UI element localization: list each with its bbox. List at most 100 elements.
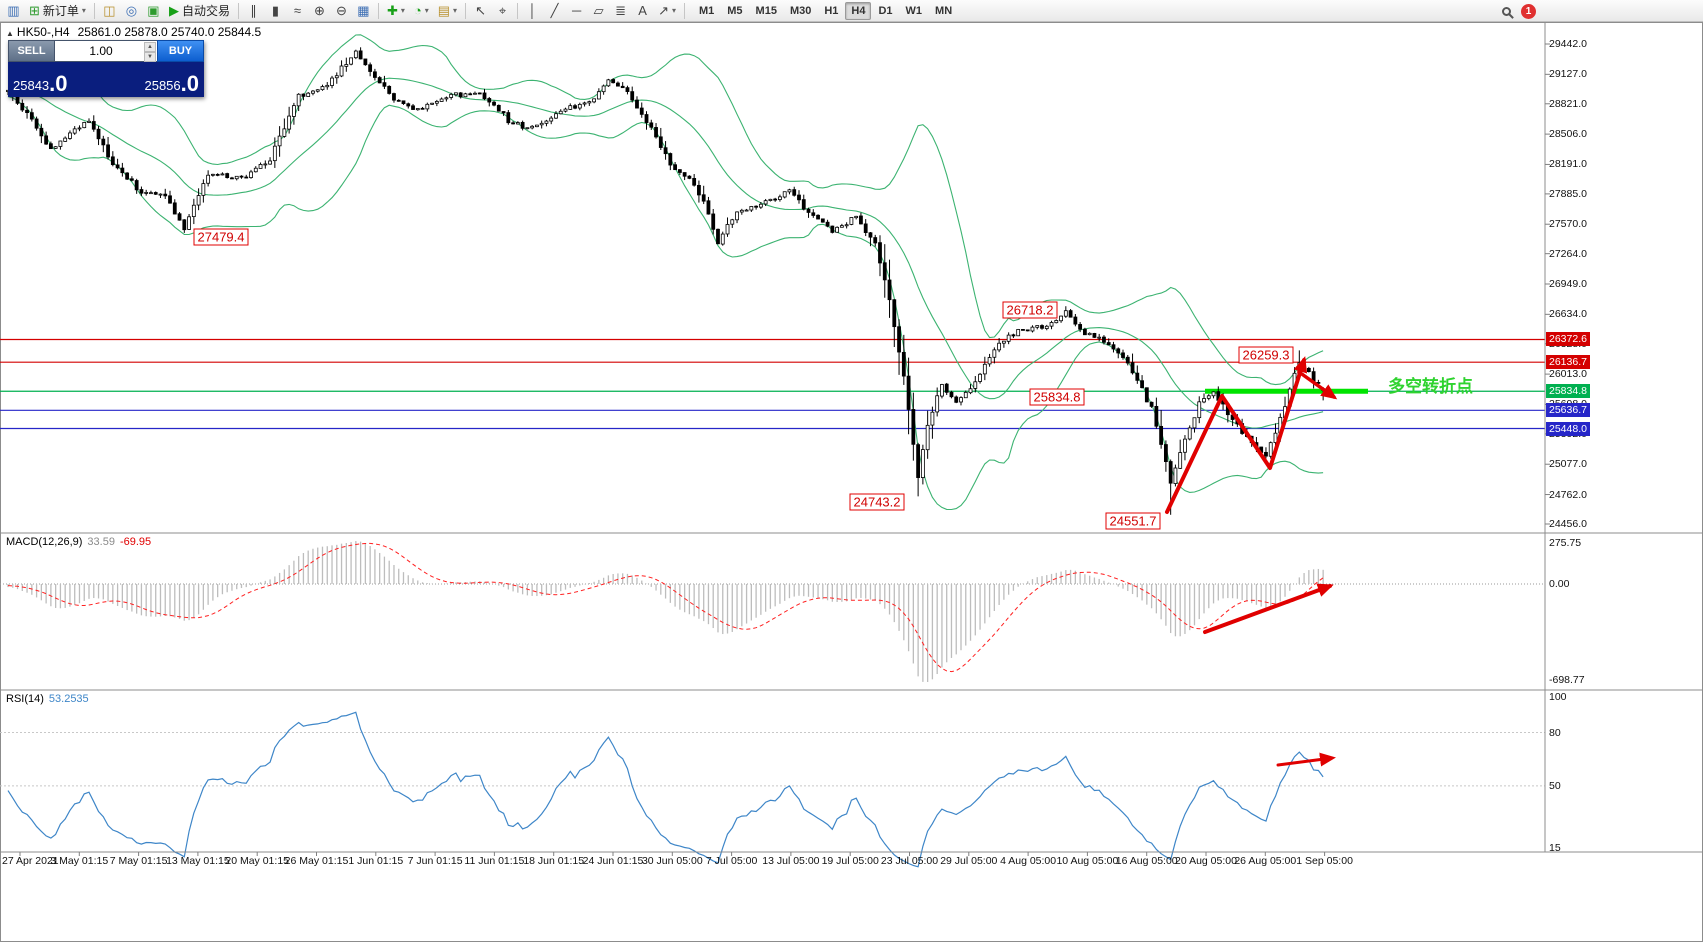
zoom-out-icon[interactable]: ⊖ — [331, 1, 352, 20]
trendline-icon: ╱ — [550, 3, 559, 18]
zoom-in-icon: ⊕ — [314, 3, 325, 18]
bollinger-middle-band — [7, 77, 1324, 429]
toolbar: ▥ ⊞ 新订单 ▾ ◫ ◎ ▣ ▶ 自动交易 ∥ ▮ ≈ ⊕ ⊖ ▦ ✚ ▾ ◔ ▾ ▤ ▾ ↖ ⌖ │ ╱ ─ ▱ ≣ A ↗ ▾ M1 M… — [0, 0, 1703, 22]
indicators-icon: ✚ — [386, 3, 398, 18]
layouts-icon[interactable]: ◫ — [99, 1, 120, 20]
vertical-line-icon: │ — [528, 3, 537, 18]
tile-windows-icon[interactable]: ▦ — [353, 1, 374, 20]
sell-price-frac: .0 — [49, 71, 68, 96]
sell-price-area[interactable]: 25843 .0 — [13, 73, 68, 95]
zoom-in-icon[interactable]: ⊕ — [309, 1, 330, 20]
vertical-line-icon[interactable]: │ — [522, 1, 543, 20]
text-label-icon[interactable]: A — [632, 1, 653, 20]
timeframe-w1-button[interactable]: W1 — [905, 4, 923, 17]
macd-trend-arrow — [1203, 583, 1334, 634]
buy-price: 25856 — [144, 77, 181, 93]
trendline-icon[interactable]: ╱ — [544, 1, 565, 20]
cursor-icon: ↖ — [475, 3, 487, 18]
sell-price: 25843 — [13, 77, 50, 93]
new-order-icon: ⊞ — [29, 3, 40, 18]
timeframe-d1-button[interactable]: D1 — [878, 4, 893, 17]
price-zigzag-arrow — [1165, 356, 1308, 514]
candle-chart-icon: ▮ — [271, 3, 280, 18]
pullback-arrow — [1297, 370, 1338, 400]
timeframe-h1-button[interactable]: H1 — [824, 4, 839, 17]
bar-chart-icon[interactable]: ∥ — [243, 1, 264, 20]
macd-signal-line — [7, 542, 1324, 673]
crosshair-icon[interactable]: ⌖ — [492, 1, 513, 20]
notification-badge[interactable]: 1 — [1521, 3, 1536, 19]
chart-window-icon: ▥ — [7, 3, 20, 18]
timeframe-m15-button[interactable]: M15 — [755, 4, 777, 17]
toolbar-separator — [237, 2, 239, 19]
market-watch-icon[interactable]: ◎ — [121, 1, 142, 20]
autotrade-button[interactable]: ▶ 自动交易 — [165, 1, 234, 20]
macd-histogram — [7, 541, 1324, 682]
cursor-icon[interactable]: ↖ — [470, 1, 491, 20]
timeframe-h4-button[interactable]: H4 — [845, 1, 872, 20]
new-order-button-label: 新订单 — [42, 4, 79, 18]
timeframe-m30-button[interactable]: M30 — [789, 4, 812, 17]
data-window-icon[interactable]: ▣ — [143, 1, 164, 20]
zoom-out-icon: ⊖ — [336, 3, 347, 18]
data-window-icon: ▣ — [147, 3, 160, 18]
templates-icon[interactable]: ▤ ▾ — [434, 1, 461, 20]
autotrade-button-label: 自动交易 — [181, 4, 230, 18]
channel-icon: ▱ — [593, 3, 604, 18]
fibonacci-icon: ≣ — [615, 3, 627, 18]
rsi-line — [7, 711, 1324, 868]
dropdown-caret-icon: ▾ — [424, 6, 429, 15]
timeframe-m5-button[interactable]: M5 — [727, 4, 743, 17]
dropdown-caret-icon: ▾ — [671, 6, 676, 15]
buy-price-frac: .0 — [180, 71, 199, 96]
crosshair-icon: ⌖ — [498, 3, 507, 18]
fibonacci-icon[interactable]: ≣ — [610, 1, 631, 20]
dropdown-caret-icon: ▾ — [453, 6, 458, 15]
bollinger-upper-band — [7, 34, 1324, 386]
templates-icon: ▤ — [437, 3, 451, 18]
line-chart-icon: ≈ — [293, 3, 302, 18]
arrows-icon: ↗ — [658, 3, 669, 18]
spin-up-icon[interactable]: ▲ — [144, 42, 156, 52]
autotrade-icon: ▶ — [168, 3, 179, 18]
timeframe-m1-button[interactable]: M1 — [698, 4, 715, 17]
one-click-trading-panel: SELL ▲ ▼ BUY 25843 .0 25856 .0 — [8, 40, 204, 97]
arrows-icon[interactable]: ↗ ▾ — [654, 1, 680, 20]
search-icon[interactable] — [1502, 6, 1511, 16]
rsi-trend-arrow — [1276, 752, 1336, 767]
channel-icon[interactable]: ▱ — [588, 1, 609, 20]
text-label-icon: A — [638, 3, 647, 18]
timeframe-bar: M1 M5 M15 M30 H1 H4 D1 W1 MN — [693, 1, 958, 20]
tile-windows-icon: ▦ — [357, 3, 370, 18]
toolbar-separator — [517, 2, 519, 19]
volume-input[interactable] — [55, 41, 157, 61]
trade-prices: 25843 .0 25856 .0 — [8, 62, 204, 97]
buy-price-area[interactable]: 25856 .0 — [144, 73, 199, 95]
toolbar-buttons: ▥ ⊞ 新订单 ▾ ◫ ◎ ▣ ▶ 自动交易 ∥ ▮ ≈ ⊕ ⊖ ▦ ✚ ▾ ◔ ▾ ▤ ▾ ↖ ⌖ │ ╱ ─ ▱ ≣ A ↗ ▾ — [3, 1, 688, 20]
candle-chart-icon[interactable]: ▮ — [265, 1, 286, 20]
bar-chart-icon: ∥ — [250, 3, 257, 18]
buy-button[interactable]: BUY — [157, 40, 204, 62]
layouts-icon: ◫ — [103, 3, 116, 18]
candlesticks — [6, 47, 1326, 515]
horizontal-line-icon[interactable]: ─ — [566, 1, 587, 20]
periods-icon: ◔ — [413, 3, 422, 18]
toolbar-separator — [683, 2, 685, 19]
horizontal-line-icon: ─ — [571, 3, 582, 18]
dropdown-caret-icon: ▾ — [81, 6, 86, 15]
periods-icon[interactable]: ◔ ▾ — [410, 1, 433, 20]
toolbar-separator — [377, 2, 379, 19]
volume-box: ▲ ▼ — [55, 40, 157, 62]
toolbar-separator — [93, 2, 95, 19]
indicators-icon[interactable]: ✚ ▾ — [383, 1, 409, 20]
chart-window-icon[interactable]: ▥ — [3, 1, 24, 20]
dropdown-caret-icon: ▾ — [400, 6, 405, 15]
timeframe-mn-button[interactable]: MN — [935, 4, 953, 17]
line-chart-icon[interactable]: ≈ — [287, 1, 308, 20]
toolbar-right: 1 — [1502, 0, 1536, 22]
volume-spinner[interactable]: ▲ ▼ — [144, 42, 156, 62]
sell-button[interactable]: SELL — [8, 40, 55, 62]
new-order-button[interactable]: ⊞ 新订单 ▾ — [25, 1, 90, 20]
spin-down-icon[interactable]: ▼ — [144, 52, 156, 62]
